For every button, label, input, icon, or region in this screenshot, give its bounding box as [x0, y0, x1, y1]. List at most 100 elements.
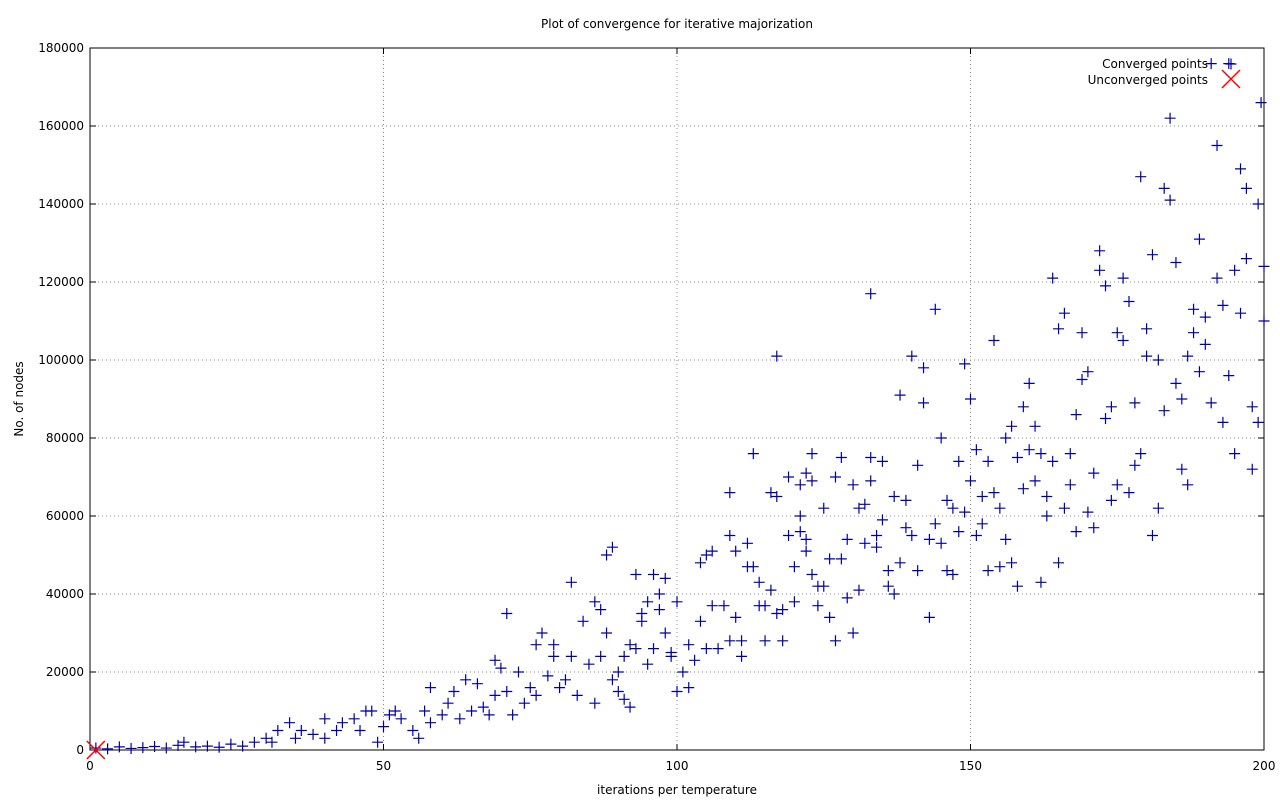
legend-marker-unconverged-glyph [1221, 69, 1241, 89]
converged-point [970, 530, 982, 541]
converged-point [689, 654, 701, 666]
converged-point [800, 545, 812, 557]
converged-point [694, 557, 706, 569]
converged-point [1076, 327, 1088, 339]
converged-point [489, 654, 501, 666]
converged-point [818, 580, 830, 592]
converged-point [1064, 479, 1076, 491]
converged-point [1111, 479, 1123, 491]
converged-point [906, 530, 918, 541]
converged-point [489, 689, 501, 701]
converged-point [800, 533, 812, 545]
converged-point [1141, 323, 1153, 335]
converged-point [1246, 463, 1258, 475]
converged-point [524, 682, 536, 694]
y-axis-tick-labels: 0 20000 40000 60000 80000 100000 120000 140000 1… [38, 41, 84, 757]
converged-point [671, 596, 683, 608]
converged-point [665, 647, 677, 658]
converged-point [160, 742, 172, 754]
converged-point [407, 725, 419, 736]
converged-point [466, 705, 478, 717]
converged-point [994, 561, 1006, 573]
converged-point [606, 541, 618, 553]
converged-point [1017, 401, 1029, 413]
converged-point [1000, 432, 1012, 444]
converged-point [348, 713, 360, 725]
converged-point [1129, 459, 1141, 471]
converged-point [653, 588, 665, 600]
converged-point [624, 701, 636, 713]
converged-point [483, 709, 495, 721]
x-tick-label: 200 [1253, 759, 1276, 773]
converged-point [137, 742, 149, 754]
converged-point [994, 502, 1006, 514]
converged-point [1152, 354, 1164, 366]
converged-point [759, 600, 771, 612]
converged-point [888, 491, 900, 502]
converged-point [448, 686, 460, 697]
converged-point [601, 549, 613, 561]
converged-points-series [90, 58, 1270, 755]
converged-point [1123, 296, 1135, 307]
converged-point [865, 475, 877, 487]
converged-point [724, 487, 736, 499]
converged-point [712, 643, 724, 655]
converged-point [1094, 264, 1106, 276]
converged-point [1029, 475, 1041, 487]
converged-point [1058, 307, 1070, 319]
converged-point [853, 584, 865, 596]
converged-point [1047, 455, 1059, 467]
converged-point [289, 732, 301, 744]
converged-point [700, 549, 712, 561]
converged-point [1088, 467, 1100, 479]
y-tick-label: 40000 [46, 587, 84, 601]
converged-point [824, 611, 836, 623]
converged-point [1252, 416, 1264, 428]
converged-point [736, 650, 748, 662]
converged-point [1255, 97, 1267, 109]
converged-point [618, 650, 630, 662]
converged-point [1146, 530, 1158, 541]
converged-point [1011, 452, 1023, 463]
converged-point [1141, 350, 1153, 362]
converged-point [1164, 112, 1176, 124]
converged-point [565, 650, 577, 662]
y-tick-label: 60000 [46, 509, 84, 523]
converged-point [1058, 502, 1070, 514]
converged-point [1135, 171, 1147, 183]
converged-point [460, 674, 472, 686]
converged-point [501, 608, 513, 619]
converged-point [90, 742, 102, 754]
converged-point [383, 709, 395, 721]
converged-point [213, 741, 225, 753]
converged-point [982, 565, 994, 577]
converged-point [565, 576, 577, 588]
converged-point [747, 448, 759, 460]
converged-point [659, 572, 671, 584]
converged-point [172, 739, 184, 751]
converged-point [1070, 526, 1082, 538]
converged-point [771, 350, 783, 362]
converged-point [618, 693, 630, 705]
converged-point [1105, 494, 1117, 506]
converged-point [894, 389, 906, 401]
converged-point [1258, 315, 1270, 327]
converged-point [372, 736, 384, 748]
converged-point [882, 565, 894, 577]
converged-point [548, 639, 560, 651]
converged-point [1053, 323, 1065, 335]
legend: Converged points Unconverged points [1088, 57, 1241, 89]
converged-point [1240, 253, 1252, 265]
converged-point [923, 533, 935, 545]
converged-point [1100, 280, 1112, 292]
converged-point [959, 358, 971, 370]
converged-point [518, 697, 530, 709]
converged-point [1217, 416, 1229, 428]
converged-point [935, 537, 947, 549]
converged-point [865, 288, 877, 300]
converged-point [1129, 397, 1141, 409]
converged-point [1199, 338, 1211, 350]
legend-marker-converged [1225, 58, 1237, 70]
x-axis-label: iterations per temperature [597, 783, 757, 797]
y-axis-label: No. of nodes [12, 361, 26, 436]
